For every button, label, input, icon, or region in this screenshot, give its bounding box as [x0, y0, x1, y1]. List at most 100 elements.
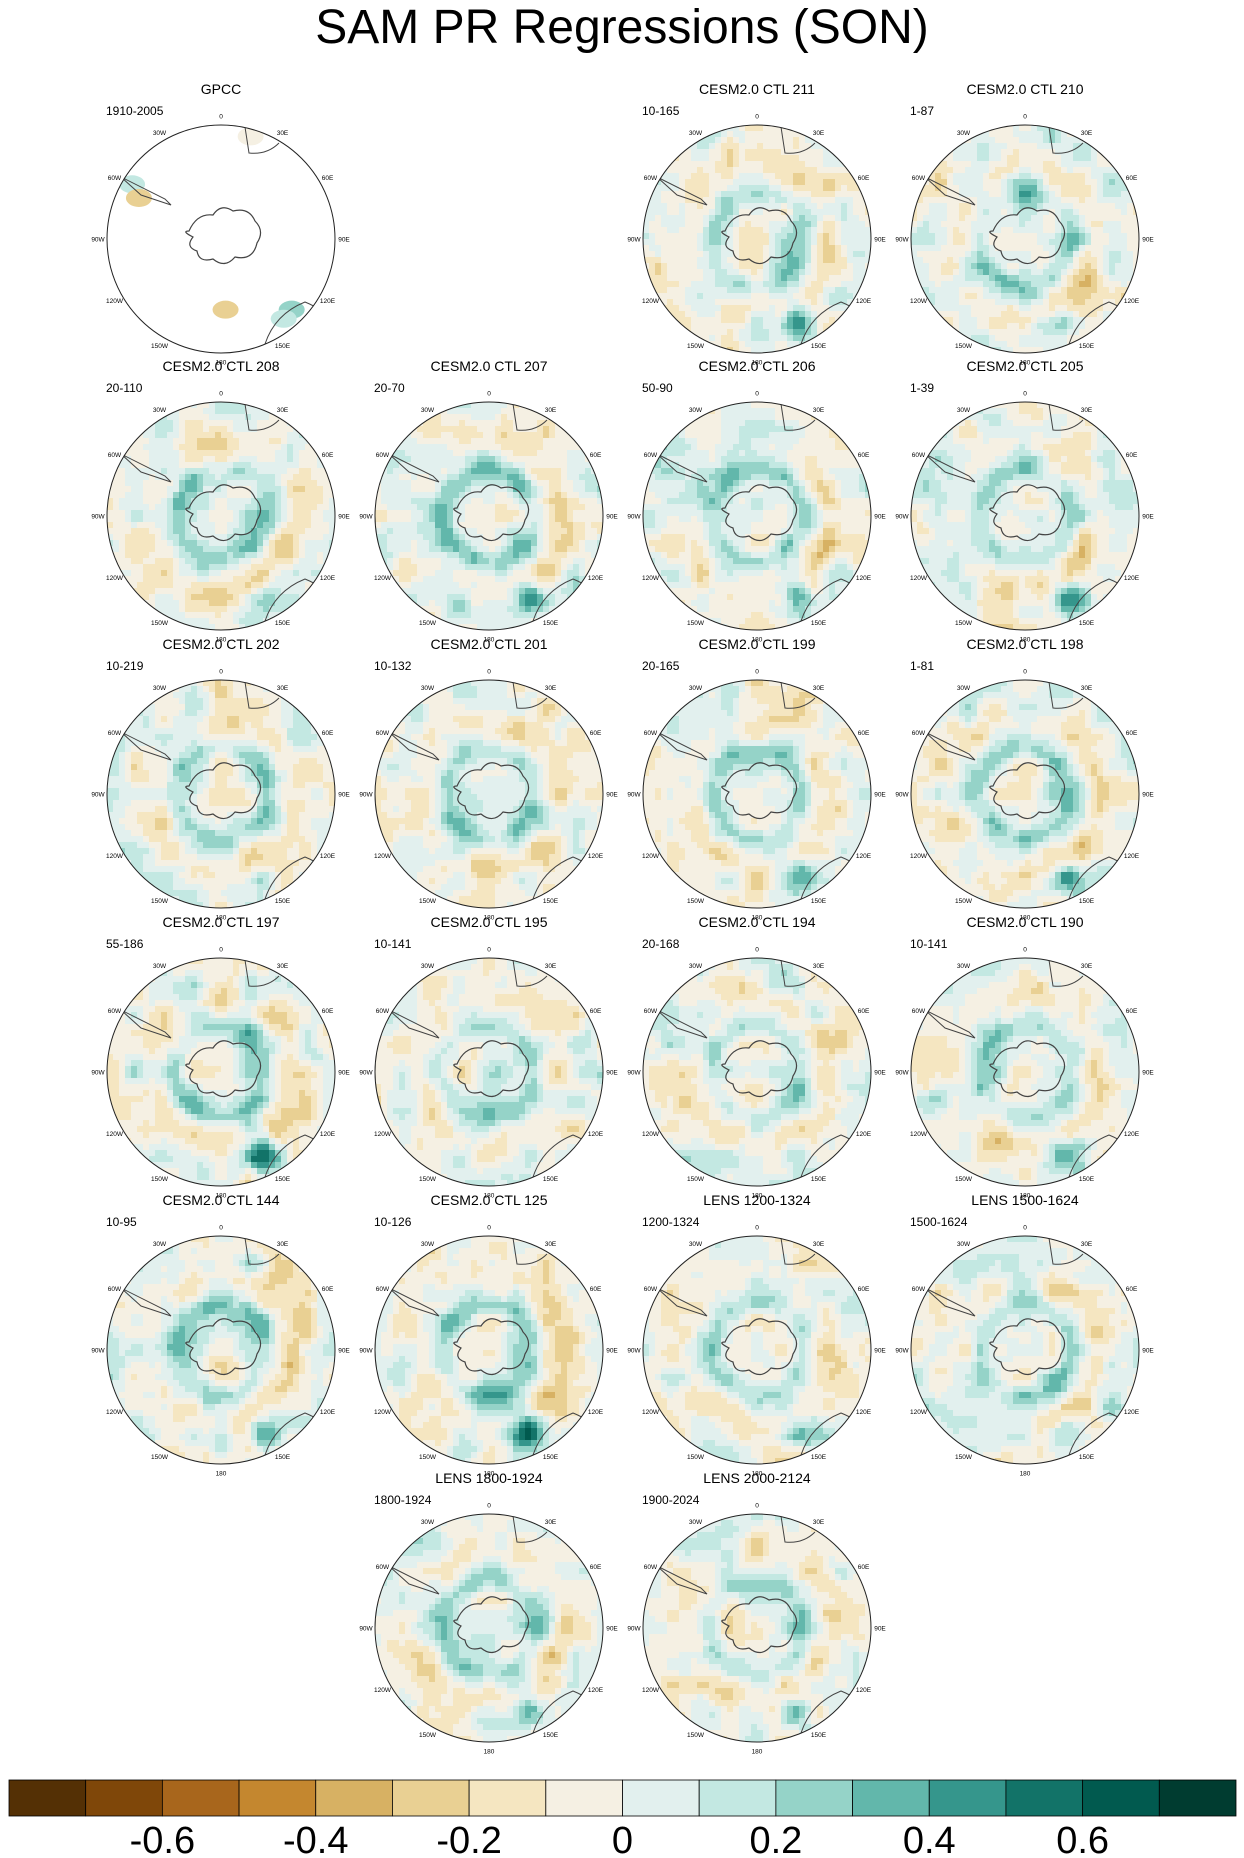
longitude-label: 60E: [858, 1286, 870, 1293]
longitude-label: 30E: [277, 685, 289, 692]
longitude-label: 30W: [153, 963, 167, 970]
panel-title: GPCC: [201, 81, 241, 97]
antarctica-outline: [721, 762, 798, 820]
longitude-label: 30E: [277, 963, 289, 970]
map-border: [106, 679, 336, 909]
longitude-label: 150W: [687, 343, 705, 350]
longitude-label: 90W: [627, 237, 641, 244]
map-panel: 0 30E 60E 90E 120E 150E 180 150W 120W 90W 60W 30W LE…: [627, 1192, 886, 1478]
africa-outline: [244, 681, 280, 709]
longitude-label: 120W: [642, 853, 660, 860]
panel-title: CESM2.0 CTL 210: [967, 81, 1084, 97]
longitude-label: 120W: [642, 1409, 660, 1416]
longitude-label: 60W: [376, 452, 390, 459]
longitude-label: 30E: [1081, 407, 1093, 414]
longitude-label: 90E: [606, 1070, 618, 1077]
longitude-label: 60E: [322, 452, 334, 459]
south-america-outline: [656, 1287, 708, 1317]
colorbar-swatch: [928, 1779, 1007, 1817]
longitude-label: 60E: [1126, 175, 1138, 182]
africa-outline: [244, 959, 280, 987]
antarctica-outline: [721, 1318, 798, 1376]
longitude-label: 120E: [588, 853, 604, 860]
longitude-label: 120E: [320, 1131, 336, 1138]
field-shading: [643, 1514, 871, 1742]
longitude-label: 150W: [955, 898, 973, 905]
longitude-label: 120W: [106, 575, 124, 582]
longitude-label: 150W: [419, 1454, 437, 1461]
longitude-label: 60W: [108, 452, 122, 459]
longitude-label: 30W: [957, 407, 971, 414]
colorbar-swatch: [545, 1779, 623, 1817]
panel-title: CESM2.0 CTL 207: [431, 358, 548, 374]
longitude-label: 30W: [153, 130, 167, 137]
longitude-label: 120E: [1124, 853, 1140, 860]
map-panel: 0 30E 60E 90E 120E 150E 180 150W 120W 90W 60W 30W CE…: [895, 81, 1154, 367]
longitude-label: 120E: [856, 575, 872, 582]
longitude-label: 120W: [910, 853, 928, 860]
colorbar-swatch: [622, 1779, 700, 1817]
colorbar-swatch: [392, 1779, 470, 1817]
south-america-outline: [924, 1287, 976, 1317]
longitude-label: 60W: [108, 175, 122, 182]
longitude-label: 180: [1020, 915, 1031, 922]
longitude-label: 120W: [374, 1131, 392, 1138]
map-border: [374, 401, 604, 631]
map-border: [642, 401, 872, 631]
longitude-label: 30W: [689, 685, 703, 692]
longitude-label: 150W: [151, 898, 169, 905]
longitude-label: 30E: [813, 963, 825, 970]
longitude-label: 60E: [590, 1564, 602, 1571]
south-america-outline: [656, 1565, 708, 1595]
map-panel: 0 30E 60E 90E 120E 150E 180 150W 120W 90W 60W 30W CE…: [91, 636, 350, 922]
colorbar: -0.6 -0.4 -0.2 0 0.2 0.4 0.6: [8, 1779, 1237, 1858]
longitude-label: 150W: [419, 1732, 437, 1739]
longitude-label: 150E: [1079, 1176, 1095, 1183]
colorbar-swatch: [315, 1779, 393, 1817]
longitude-label: 150E: [1079, 343, 1095, 350]
antarctica-outline: [721, 207, 798, 265]
map-border: [106, 124, 336, 354]
panel-period: 1-87: [910, 104, 934, 118]
longitude-label: 150E: [1079, 898, 1095, 905]
africa-outline: [780, 1237, 816, 1265]
panel-period: 10-95: [106, 1215, 137, 1229]
panel-period: 1900-2024: [642, 1493, 700, 1507]
longitude-label: 180: [484, 1471, 495, 1478]
longitude-label: 90W: [359, 792, 373, 799]
map-border: [642, 1235, 872, 1465]
longitude-label: 0: [487, 1225, 491, 1232]
panel-title: CESM2.0 CTL 199: [699, 636, 816, 652]
longitude-label: 120W: [106, 1131, 124, 1138]
africa-outline: [1048, 959, 1084, 987]
field-shading: [107, 1236, 335, 1464]
south-america-outline: [656, 1009, 708, 1039]
africa-outline: [244, 126, 280, 154]
longitude-label: 90E: [606, 1626, 618, 1633]
longitude-label: 150W: [687, 620, 705, 627]
africa-outline: [512, 1515, 548, 1543]
longitude-label: 0: [219, 1225, 223, 1232]
panel-period: 10-165: [642, 104, 680, 118]
longitude-label: 180: [1020, 360, 1031, 367]
longitude-label: 30E: [1081, 685, 1093, 692]
colorbar-swatch: [852, 1779, 930, 1817]
antarctica-outline: [721, 484, 798, 542]
panel-period: 1-81: [910, 659, 934, 673]
longitude-label: 60E: [590, 1286, 602, 1293]
panel-period: 20-70: [374, 381, 405, 395]
longitude-label: 120E: [856, 1687, 872, 1694]
panel-title: CESM2.0 CTL 208: [163, 358, 280, 374]
longitude-label: 30E: [813, 1241, 825, 1248]
longitude-label: 180: [216, 1471, 227, 1478]
longitude-label: 90E: [1142, 1348, 1154, 1355]
map-panel: 0 30E 60E 90E 120E 150E 180 150W 120W 90W 60W 30W CE…: [359, 358, 618, 644]
longitude-label: 90E: [874, 514, 886, 521]
longitude-label: 60W: [644, 730, 658, 737]
longitude-label: 90E: [874, 1070, 886, 1077]
longitude-label: 30W: [957, 1241, 971, 1248]
longitude-label: 150W: [955, 620, 973, 627]
map-panel: 0 30E 60E 90E 120E 150E 180 150W 120W 90W 60W 30W LE…: [359, 1470, 618, 1756]
longitude-label: 30W: [957, 685, 971, 692]
panel-period: 20-110: [106, 381, 143, 395]
